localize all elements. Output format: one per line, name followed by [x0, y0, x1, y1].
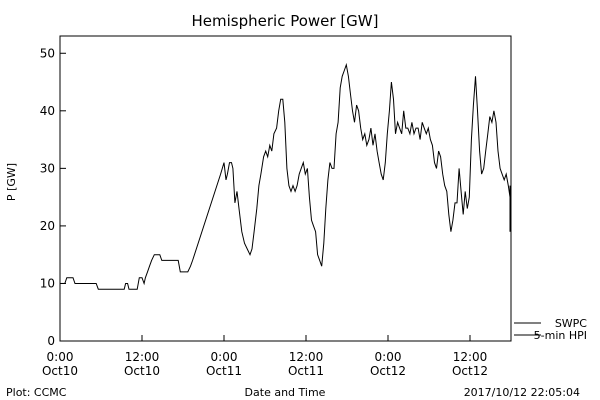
footer-plot-credit: Plot: CCMC [6, 386, 67, 399]
y-tick-label: 30 [40, 161, 55, 175]
y-axis: 0 10 20 30 40 50 [40, 46, 66, 348]
x-tick-time-label: 0:00 [47, 350, 74, 364]
y-axis-label: P [GW] [5, 163, 18, 201]
x-tick-time-label: 12:00 [289, 350, 324, 364]
y-tick-label: 40 [40, 104, 55, 118]
y-tick-label: 20 [40, 219, 55, 233]
x-tick-time-label: 0:00 [375, 350, 402, 364]
x-tick-date-label: Oct12 [370, 364, 406, 378]
x-tick-time-label: 12:00 [453, 350, 488, 364]
chart-title: Hemispheric Power [GW] [192, 12, 379, 30]
legend: SWPC 5-min HPI [514, 317, 587, 342]
y-tick-label: 50 [40, 46, 55, 60]
footer-timestamp: 2017/10/12 22:05:04 [464, 386, 580, 399]
x-tick-date-label: Oct12 [452, 364, 488, 378]
series-line-5-min-hpi [61, 65, 510, 289]
legend-label-5-min-hpi: 5-min HPI [534, 329, 587, 342]
x-tick-time-label: 0:00 [211, 350, 238, 364]
x-tick-date-label: Oct10 [124, 364, 160, 378]
x-tick-date-label: Oct10 [42, 364, 78, 378]
x-axis-label: Date and Time [245, 386, 326, 399]
x-tick-time-label: 12:00 [125, 350, 160, 364]
x-tick-date-label: Oct11 [288, 364, 324, 378]
plot-frame [60, 36, 511, 341]
x-tick-date-label: Oct11 [206, 364, 242, 378]
y-tick-label: 10 [40, 276, 55, 290]
y-tick-label: 0 [47, 334, 55, 348]
